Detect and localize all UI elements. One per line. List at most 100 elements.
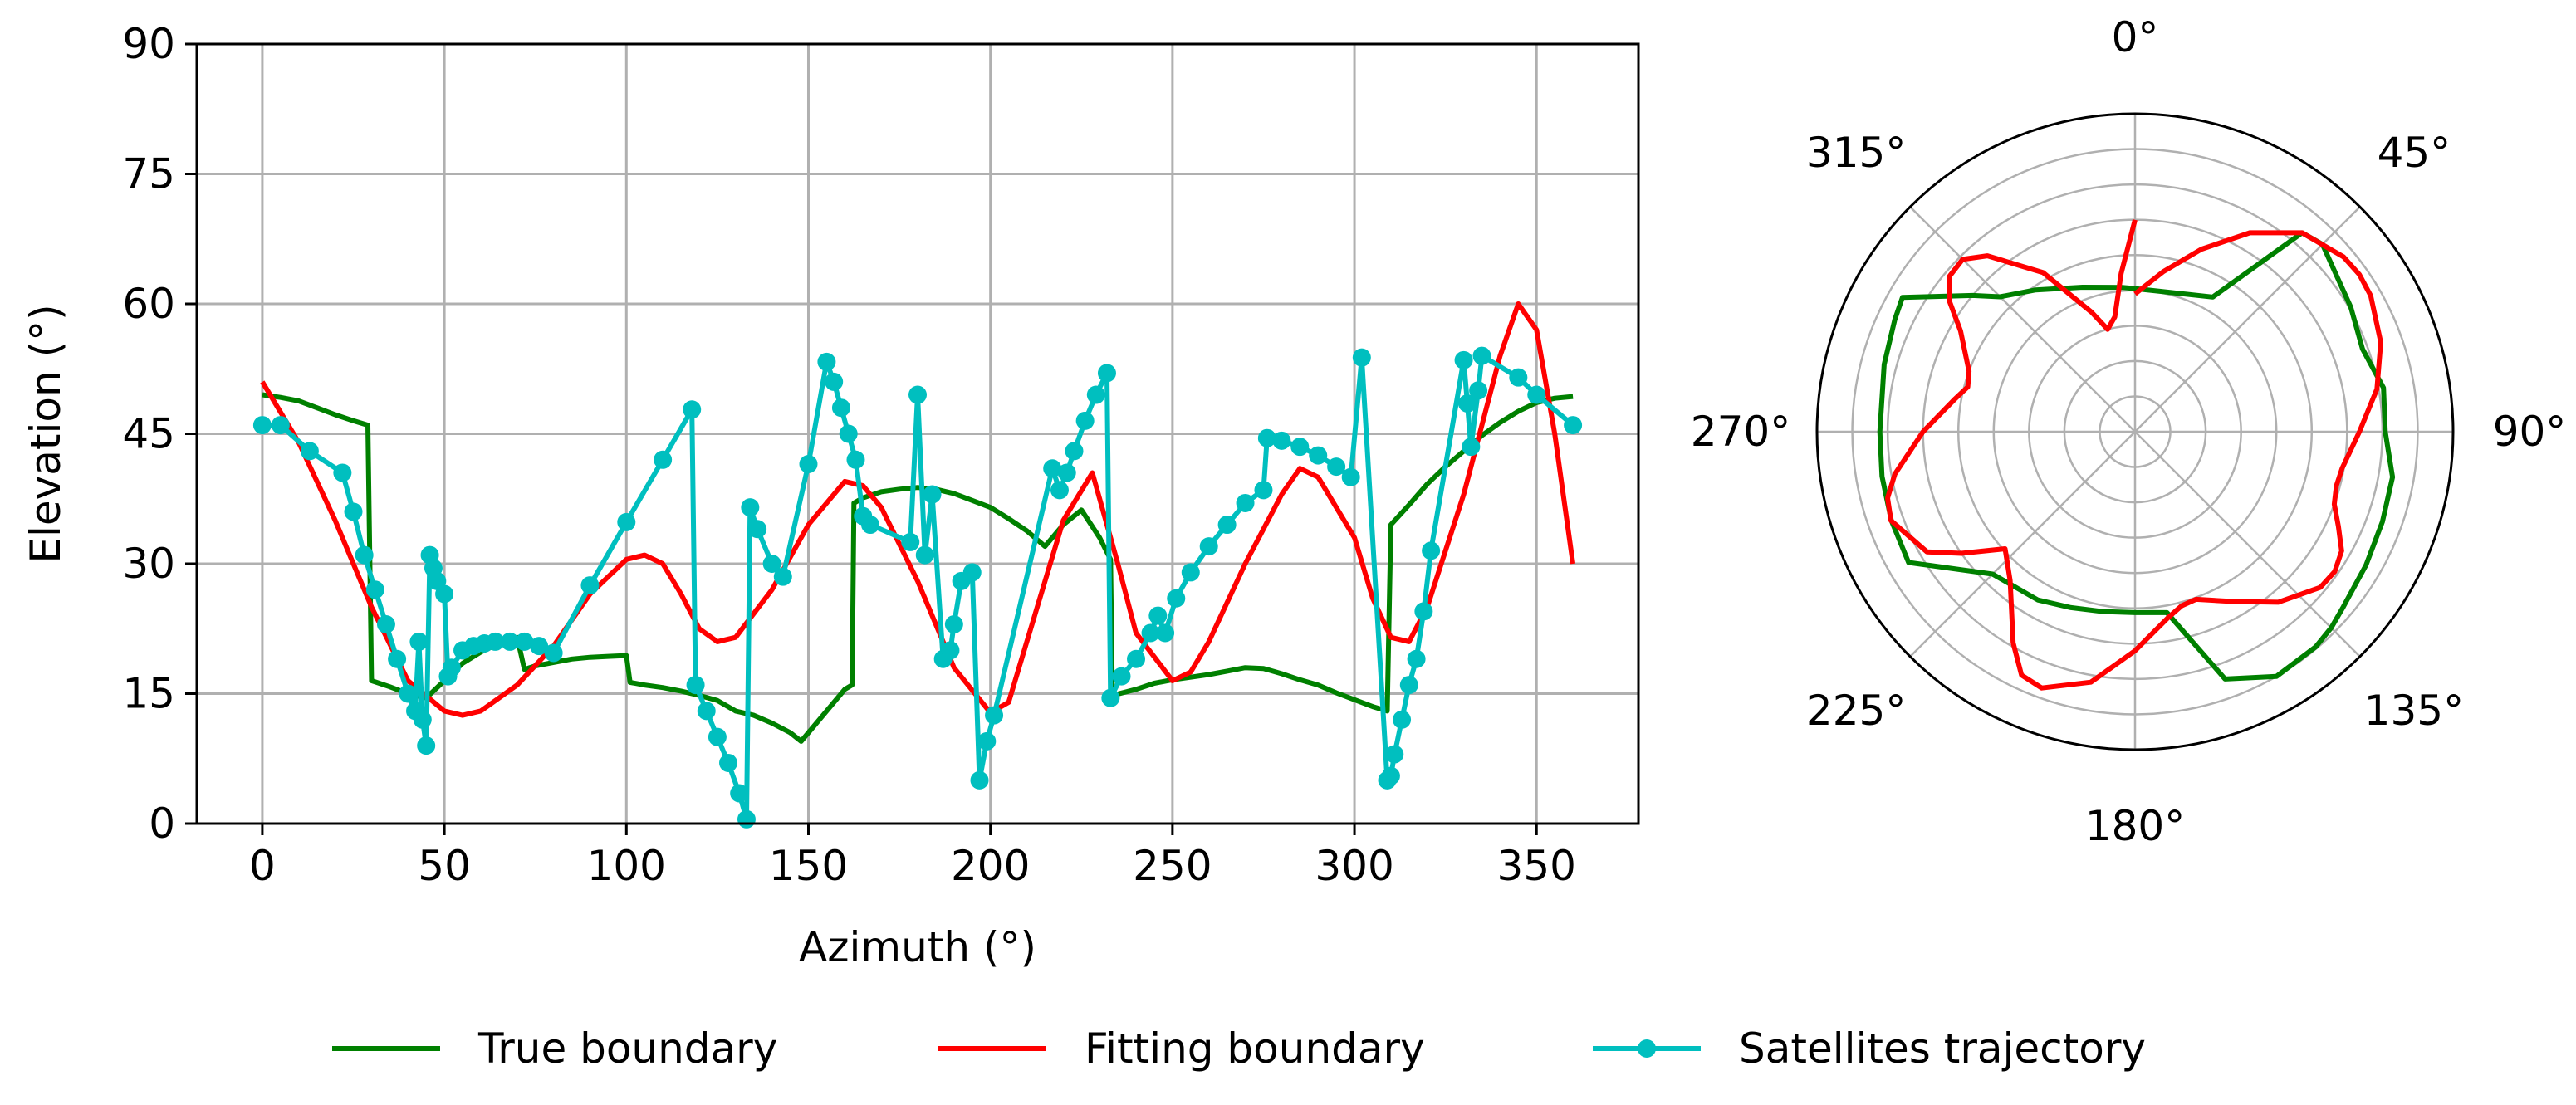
polar-angular-gridline bbox=[2134, 431, 2361, 658]
satellite-point bbox=[271, 416, 290, 435]
legend-label: Fitting boundary bbox=[1085, 1024, 1425, 1073]
satellite-point bbox=[1086, 385, 1105, 404]
satellite-point bbox=[944, 615, 963, 634]
satellite-point bbox=[486, 632, 505, 651]
satellite-point bbox=[697, 702, 716, 721]
satellite-point bbox=[1509, 368, 1528, 387]
satellite-point bbox=[355, 545, 374, 565]
satellite-point bbox=[962, 563, 982, 582]
satellite-point bbox=[1254, 481, 1273, 500]
polar-theta-label: 135° bbox=[2364, 687, 2464, 735]
polar-theta-label: 180° bbox=[2085, 802, 2185, 850]
satellite-point bbox=[1050, 481, 1069, 500]
satellite-point bbox=[1057, 463, 1076, 482]
satellite-point bbox=[977, 731, 997, 751]
x-tick-label: 300 bbox=[1315, 842, 1393, 890]
satellite-point bbox=[1393, 710, 1412, 729]
polar-angular-gridline bbox=[1909, 206, 2136, 433]
polar-panel: 0° 45° 90° 135° 180° 225° 270° 315° bbox=[1691, 13, 2567, 850]
satellite-point bbox=[530, 637, 549, 656]
satellite-point bbox=[435, 584, 454, 604]
satellite-point bbox=[388, 649, 407, 668]
polar-theta-label: 0° bbox=[2112, 13, 2159, 61]
satellite-point bbox=[861, 516, 880, 535]
satellite-point bbox=[1199, 537, 1218, 556]
satellite-point bbox=[719, 753, 738, 772]
x-tick-label: 350 bbox=[1497, 842, 1576, 890]
satellite-point bbox=[1167, 589, 1186, 608]
satellite-point bbox=[1564, 416, 1583, 435]
satellite-point bbox=[1414, 602, 1433, 621]
y-tick-label: 60 bbox=[122, 280, 175, 328]
satellite-point bbox=[1381, 766, 1400, 785]
satellite-point bbox=[901, 532, 920, 551]
x-axis-label: Azimuth (°) bbox=[799, 923, 1036, 971]
satellite-point bbox=[417, 736, 436, 755]
cartesian-series bbox=[252, 301, 1583, 829]
satellite-point bbox=[1127, 649, 1146, 668]
x-tick-label: 250 bbox=[1133, 842, 1212, 890]
satellite-point bbox=[1327, 457, 1346, 477]
satellite-point bbox=[762, 555, 781, 573]
satellite-point bbox=[839, 424, 858, 443]
satellite-point bbox=[1457, 394, 1477, 413]
y-tick-label: 30 bbox=[122, 540, 175, 588]
satellite-point bbox=[1399, 676, 1418, 695]
satellite-point bbox=[1097, 364, 1116, 383]
satellite-point bbox=[1290, 438, 1310, 457]
satellite-point bbox=[1309, 446, 1328, 465]
y-tick-label: 90 bbox=[122, 20, 175, 68]
satellite-point bbox=[941, 641, 960, 660]
satellite-point bbox=[1341, 467, 1360, 486]
satellite-point bbox=[1407, 649, 1426, 668]
satellite-point bbox=[409, 632, 429, 651]
legend-label: True boundary bbox=[477, 1024, 777, 1073]
satellite-point bbox=[544, 643, 563, 663]
satellite-point bbox=[1101, 688, 1120, 707]
polar-theta-label: 45° bbox=[2378, 129, 2451, 177]
satellite-point bbox=[1236, 493, 1255, 512]
polar-theta-label: 225° bbox=[1806, 687, 1906, 735]
satellite-point bbox=[501, 632, 520, 651]
satellite-point bbox=[617, 512, 636, 531]
satellite-point bbox=[1257, 428, 1276, 447]
satellite-point bbox=[683, 400, 702, 419]
satellite-point bbox=[580, 576, 600, 595]
legend: True boundary Fitting boundary Satellites … bbox=[332, 1024, 2146, 1073]
satellite-point bbox=[1217, 516, 1237, 535]
satellite-point bbox=[1272, 431, 1291, 450]
satellite-point bbox=[1075, 411, 1095, 430]
satellite-point bbox=[923, 485, 942, 504]
y-tick-label: 75 bbox=[122, 150, 175, 198]
x-tick-label: 100 bbox=[587, 842, 666, 890]
satellite-point bbox=[1527, 385, 1546, 404]
satellite-point bbox=[654, 450, 673, 469]
polar-grid bbox=[1817, 114, 2453, 750]
polar-theta-labels: 0° 45° 90° 135° 180° 225° 270° 315° bbox=[1691, 13, 2567, 850]
polar-theta-label: 315° bbox=[1806, 129, 1906, 177]
cartesian-ticks: 0 50 100 150 200 250 300 350 0 15 30 45 60 75 90 bbox=[122, 20, 1576, 890]
satellite-point bbox=[686, 676, 705, 695]
satellite-point bbox=[413, 710, 432, 729]
x-tick-label: 0 bbox=[249, 842, 276, 890]
satellite-point bbox=[1462, 438, 1481, 457]
y-tick-label: 0 bbox=[149, 799, 175, 848]
satellite-point bbox=[970, 770, 989, 790]
satellite-point bbox=[1352, 348, 1371, 367]
satellite-point bbox=[1112, 667, 1131, 686]
fitting-boundary-line bbox=[260, 301, 1576, 718]
satellite-point bbox=[799, 455, 818, 474]
satellite-point bbox=[376, 615, 395, 634]
satellite-point bbox=[748, 520, 767, 539]
satellite-point bbox=[1472, 346, 1491, 365]
polar-angular-gridline bbox=[1909, 431, 2136, 658]
satellite-point bbox=[708, 727, 727, 746]
satellite-point bbox=[365, 580, 384, 599]
polar-theta-label: 270° bbox=[1691, 408, 1790, 456]
satellite-point bbox=[1156, 623, 1175, 643]
y-axis-label: Elevation (°) bbox=[22, 304, 70, 563]
satellite-point bbox=[737, 809, 756, 829]
satellite-point bbox=[442, 658, 461, 677]
satellite-point bbox=[846, 450, 865, 469]
satellite-point bbox=[399, 684, 418, 703]
